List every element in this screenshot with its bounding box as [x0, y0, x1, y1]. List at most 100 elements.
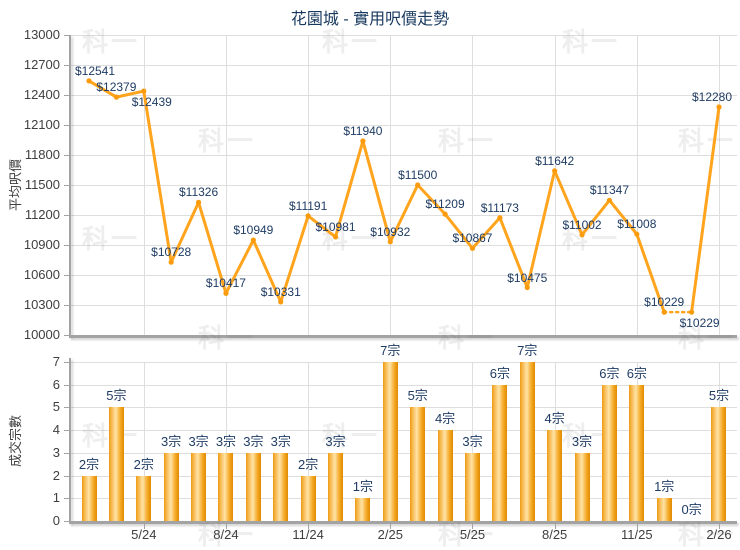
y-tick-label: 10000: [23, 327, 60, 342]
price-point-label: $12280: [691, 90, 733, 104]
gridline-horizontal: [69, 95, 737, 96]
price-point-label: $12379: [96, 80, 137, 95]
y-tick: [64, 305, 69, 306]
transaction-count-bar: [163, 452, 179, 521]
price-point-label: $10867: [452, 231, 493, 246]
price-point-marker: [195, 199, 202, 205]
bar-count-label: 3宗: [270, 433, 291, 449]
price-point-marker: [469, 245, 476, 251]
price-line-segment: [142, 89, 173, 264]
price-line-segment: [169, 200, 201, 264]
gridline-horizontal: [69, 475, 737, 477]
y-tick: [64, 65, 69, 66]
watermark-text: 科一: [322, 421, 381, 452]
price-point-label: $10475: [507, 270, 548, 285]
y-tick: [64, 475, 69, 477]
transaction-count-bar: [519, 362, 535, 521]
x-tick: [472, 524, 474, 529]
price-point-marker: [360, 138, 366, 144]
y-tick: [64, 35, 69, 36]
x-tick: [225, 524, 227, 529]
watermark-text: 科一: [438, 322, 497, 353]
price-point-marker: [168, 259, 174, 265]
y-tick-label: 12700: [23, 57, 60, 72]
bar-count-label: 2宗: [133, 456, 154, 472]
y-tick: [64, 430, 69, 432]
watermark-text: 科一: [198, 520, 257, 550]
price-line-segment: [279, 214, 310, 304]
price-point-marker: [497, 215, 503, 221]
gridline-vertical: [390, 35, 392, 335]
x-axis-month-label: 8/24: [213, 527, 239, 542]
y-tick: [64, 245, 69, 246]
price-point-marker: [606, 197, 613, 203]
gridline-vertical: [308, 35, 310, 335]
price-line-segment: [525, 169, 557, 289]
gridline-vertical: [472, 35, 474, 335]
gridline-horizontal: [69, 407, 737, 409]
bar-count-label: 5宗: [106, 388, 127, 404]
transaction-count-bar: [492, 384, 508, 521]
y-tick-label: 4: [52, 422, 60, 438]
bar-count-label: 5宗: [407, 388, 428, 404]
transaction-count-bar: [464, 452, 480, 521]
price-line-segment: [306, 214, 338, 239]
y-tick: [64, 95, 69, 96]
y-tick: [64, 452, 69, 454]
price-line-segment: [114, 89, 146, 99]
price-line-segment: [553, 169, 584, 237]
gridline-vertical: [225, 35, 227, 335]
price-point-label: $10728: [151, 245, 192, 260]
watermark-text: 科一: [562, 224, 621, 255]
bar-count-label: 2宗: [298, 456, 319, 472]
watermark-text: 科一: [678, 520, 737, 550]
watermark-text: 科一: [82, 224, 141, 255]
gridline-horizontal: [69, 305, 737, 306]
gridline-vertical: [718, 35, 720, 335]
x-axis-month-label: 2/25: [377, 527, 403, 542]
transaction-count-bar: [711, 407, 727, 521]
gridline-horizontal: [69, 362, 737, 363]
x-tick: [636, 524, 638, 529]
transaction-count-bar: [656, 498, 672, 521]
transaction-count-bar: [245, 452, 261, 521]
y-tick: [64, 215, 69, 216]
transaction-count-bar: [382, 362, 398, 521]
price-point-label: $11500: [398, 168, 438, 182]
price-point-marker: [661, 309, 667, 315]
transaction-count-bar: [136, 475, 152, 521]
price-point-label: $10417: [205, 276, 246, 291]
price-point-label: $11326: [178, 185, 219, 200]
y-tick-label: 6: [52, 376, 60, 392]
x-tick: [554, 524, 556, 529]
watermark-text: 科一: [82, 27, 141, 57]
price-line-segment: [334, 139, 365, 239]
watermark-text: 科一: [198, 322, 257, 353]
price-line-segment: [388, 183, 420, 244]
price-point-label: $10331: [260, 284, 301, 299]
price-point-label: $10932: [370, 224, 411, 239]
price-line-segment: [224, 238, 255, 295]
y-tick-label: 0: [52, 513, 60, 528]
y-tick-label: 5: [52, 399, 60, 415]
watermark-text: 科一: [678, 125, 737, 156]
bar-count-label: 3宗: [215, 433, 237, 449]
bar-count-label: 2宗: [78, 456, 100, 472]
y-tick: [64, 384, 69, 386]
price-point-label: $10949: [233, 223, 274, 238]
x-axis-month-label: 2/26: [706, 527, 732, 542]
bar-count-label: 6宗: [599, 365, 620, 381]
bar-chart-y-axis: [69, 358, 71, 523]
bar-count-label: 7宗: [380, 343, 401, 358]
bar-chart-x-axis: [69, 521, 737, 524]
bar-count-label: 5宗: [708, 388, 730, 404]
price-line-segment: [690, 105, 721, 314]
price-point-marker: [716, 104, 722, 110]
y-tick-label: 12100: [23, 117, 60, 132]
transaction-count-bar: [601, 384, 617, 521]
price-point-marker: [250, 237, 256, 243]
price-point-label: $11002: [562, 217, 602, 232]
price-point-label: $11191: [288, 198, 328, 213]
transaction-count-bar: [355, 498, 371, 521]
gridline-horizontal: [69, 155, 737, 156]
